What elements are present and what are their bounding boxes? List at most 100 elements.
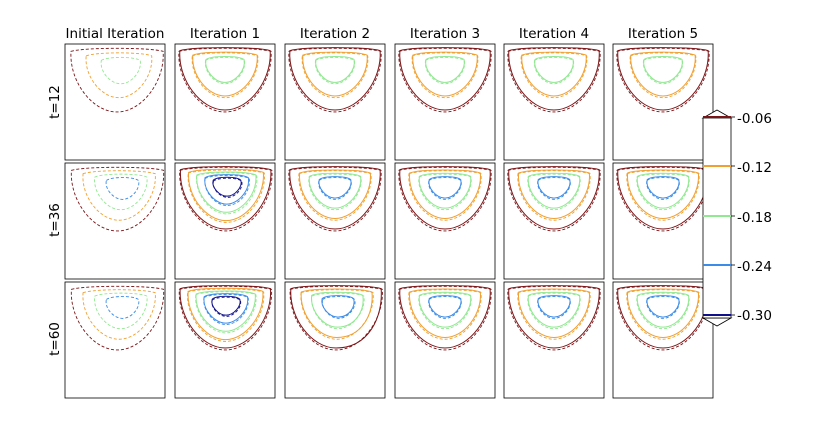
panel-frame-r1-c2	[284, 162, 386, 280]
contour-reference-r2-c2-level-1	[289, 285, 383, 351]
contour-reference-r0-c2-level-1	[288, 47, 382, 113]
contour-reference-r0-c3-level-2	[411, 52, 479, 99]
contour-predicted-r0-c3-level-2	[412, 51, 478, 97]
panel-r1-c5	[612, 162, 714, 280]
contour-reference-r2-c1-level-1	[178, 285, 272, 351]
contour-reference-r2-c1-level-2	[187, 288, 265, 342]
contour-reference-r2-c1-level-4	[203, 294, 249, 326]
panel-frame-r2-c3	[394, 281, 496, 399]
contour-reference-r2-c4-level-4	[537, 296, 571, 319]
contour-reference-r1-c3-level-3	[418, 173, 472, 211]
contour-predicted-r2-c3-level-1	[399, 285, 491, 349]
colorbar-tick-label-1: -0.12	[737, 160, 772, 176]
panel-frame-r2-c2	[284, 281, 386, 399]
contour-reference-r1-c0-level-4	[105, 177, 140, 200]
contour-predicted-r0-c5-level-1	[617, 47, 709, 111]
panel-r1-c1	[174, 162, 276, 280]
panel-r0-c2	[284, 43, 386, 161]
contour-predicted-r0-c5-level-2	[630, 51, 696, 97]
contour-reference-r1-c2-level-1	[288, 166, 382, 232]
contour-reference-r0-c1-level-3	[204, 56, 246, 85]
contour-reference-r2-c5-level-1	[616, 285, 710, 351]
contour-reference-r2-c2-level-4	[321, 296, 356, 319]
contour-reference-r2-c3-level-3	[418, 292, 472, 330]
contour-reference-r1-c1-level-2	[187, 169, 265, 223]
panel-r0-c1	[174, 43, 276, 161]
column-titles: Initial Iteration Iteration 1 Iteration …	[66, 26, 699, 42]
contour-predicted-r2-c2-level-3	[311, 291, 364, 328]
contour-reference-r0-c0-level-1	[70, 47, 164, 113]
contour-predicted-r1-c1-level-3	[196, 171, 257, 213]
contour-reference-r1-c3-level-1	[398, 166, 492, 232]
contour-predicted-r1-c4-level-4	[537, 176, 571, 199]
contour-predicted-r0-c4-level-1	[508, 47, 600, 111]
panel-r0-c3	[394, 43, 496, 161]
contour-reference-r0-c5-level-2	[629, 52, 697, 99]
contour-reference-r0-c1-level-2	[191, 52, 259, 99]
contour-predicted-r1-c4-level-1	[508, 166, 600, 230]
contour-reference-r2-c5-level-4	[646, 296, 680, 319]
row-label-2: t=60	[47, 322, 63, 356]
contour-reference-r1-c3-level-4	[428, 177, 462, 200]
colorbar-tick-label-2: -0.18	[737, 210, 772, 226]
contour-predicted-r1-c2-level-4	[318, 176, 352, 199]
panel-frame-r1-c5	[612, 162, 714, 280]
contour-predicted-r2-c4-level-3	[527, 291, 581, 328]
contour-reference-r1-c0-level-2	[82, 170, 156, 221]
contour-predicted-r2-c4-level-1	[508, 285, 600, 349]
contour-reference-r0-c2-level-2	[301, 52, 369, 99]
contour-reference-r1-c3-level-2	[408, 170, 482, 221]
panel-r2-c1	[174, 281, 276, 399]
contour-predicted-r1-c3-level-3	[418, 172, 472, 209]
contour-predicted-r0-c2-level-2	[302, 51, 368, 97]
contour-predicted-r2-c2-level-1	[290, 285, 382, 349]
contour-predicted-r2-c1-level-4	[203, 293, 249, 324]
contour-predicted-r0-c5-level-3	[643, 56, 683, 83]
contour-predicted-r1-c1-level-4	[204, 174, 249, 205]
contour-reference-r2-c0-level-1	[70, 285, 165, 351]
panel-r1-c0	[64, 162, 166, 280]
contour-predicted-r0-c2-level-1	[289, 47, 381, 111]
panel-r1-c4	[503, 162, 605, 280]
contour-reference-r1-c4-level-4	[537, 177, 571, 200]
panel-frame-r1-c0	[64, 162, 166, 280]
contour-predicted-r2-c5-level-4	[646, 295, 680, 318]
contour-reference-r1-c4-level-3	[527, 173, 581, 211]
contour-reference-r0-c4-level-1	[507, 47, 601, 113]
contour-predicted-r0-c3-level-1	[399, 47, 491, 111]
col-title-5: Iteration 5	[628, 26, 698, 42]
contour-predicted-r2-c4-level-4	[537, 295, 571, 318]
contour-predicted-r2-c1-level-5	[211, 295, 241, 316]
contour-predicted-r1-c5-level-3	[636, 172, 690, 209]
row-label-0: t=12	[47, 85, 63, 119]
contour-predicted-r1-c2-level-3	[308, 172, 362, 209]
panel-r2-c0	[64, 281, 166, 399]
contour-predicted-r2-c3-level-3	[418, 291, 472, 328]
panel-r2-c2	[284, 281, 386, 399]
contour-reference-r0-c5-level-3	[642, 56, 684, 85]
panel-frame-r0-c1	[174, 43, 276, 161]
contour-predicted-r1-c4-level-3	[527, 172, 581, 209]
contour-predicted-r1-c1-level-1	[180, 166, 272, 230]
panel-r2-c4	[503, 281, 605, 399]
panel-frame-r0-c0	[64, 43, 166, 161]
contour-reference-r1-c0-level-1	[70, 166, 165, 232]
contour-reference-r0-c0-level-3	[100, 56, 141, 85]
contour-predicted-r0-c2-level-3	[315, 56, 355, 83]
contour-reference-r2-c0-level-3	[94, 292, 148, 330]
contour-predicted-r2-c1-level-1	[179, 285, 271, 349]
contour-reference-r1-c5-level-4	[646, 177, 680, 200]
contour-reference-r0-c3-level-1	[398, 47, 492, 113]
contour-predicted-r0-c1-level-2	[192, 51, 258, 97]
panel-frame-r0-c5	[612, 43, 714, 161]
contour-reference-r2-c5-level-3	[636, 292, 690, 330]
panel-r0-c5	[612, 43, 714, 161]
panel-frame-r0-c2	[284, 43, 386, 161]
contour-reference-r1-c5-level-3	[636, 173, 690, 211]
panel-frame-r2-c0	[64, 281, 166, 399]
contour-reference-r2-c3-level-2	[408, 289, 482, 340]
contour-reference-r2-c4-level-3	[527, 292, 581, 330]
contour-reference-r2-c3-level-4	[428, 296, 462, 319]
contour-predicted-r2-c5-level-2	[627, 288, 699, 338]
contour-reference-r2-c1-level-5	[211, 296, 242, 317]
